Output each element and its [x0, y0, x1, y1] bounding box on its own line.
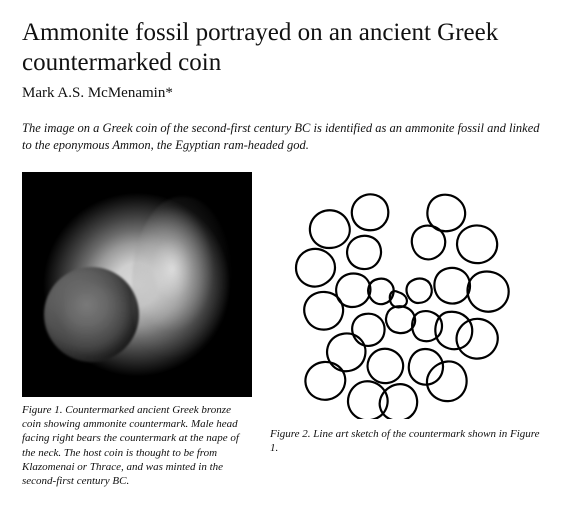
figure-2-sketch [270, 174, 530, 419]
figure-2-caption: Figure 2. Line art sketch of the counter… [270, 427, 542, 456]
figure-1-image [22, 172, 252, 397]
author-line: Mark A.S. McMenamin* [22, 85, 542, 102]
figure-2-column: Figure 2. Line art sketch of the counter… [270, 172, 542, 456]
figures-row: Figure 1. Countermarked ancient Greek br… [22, 172, 542, 489]
abstract-text: The image on a Greek coin of the second-… [22, 120, 542, 154]
article-title: Ammonite fossil portrayed on an ancient … [22, 18, 542, 77]
figure-1-caption: Figure 1. Countermarked ancient Greek br… [22, 403, 252, 489]
figure-1-column: Figure 1. Countermarked ancient Greek br… [22, 172, 252, 489]
